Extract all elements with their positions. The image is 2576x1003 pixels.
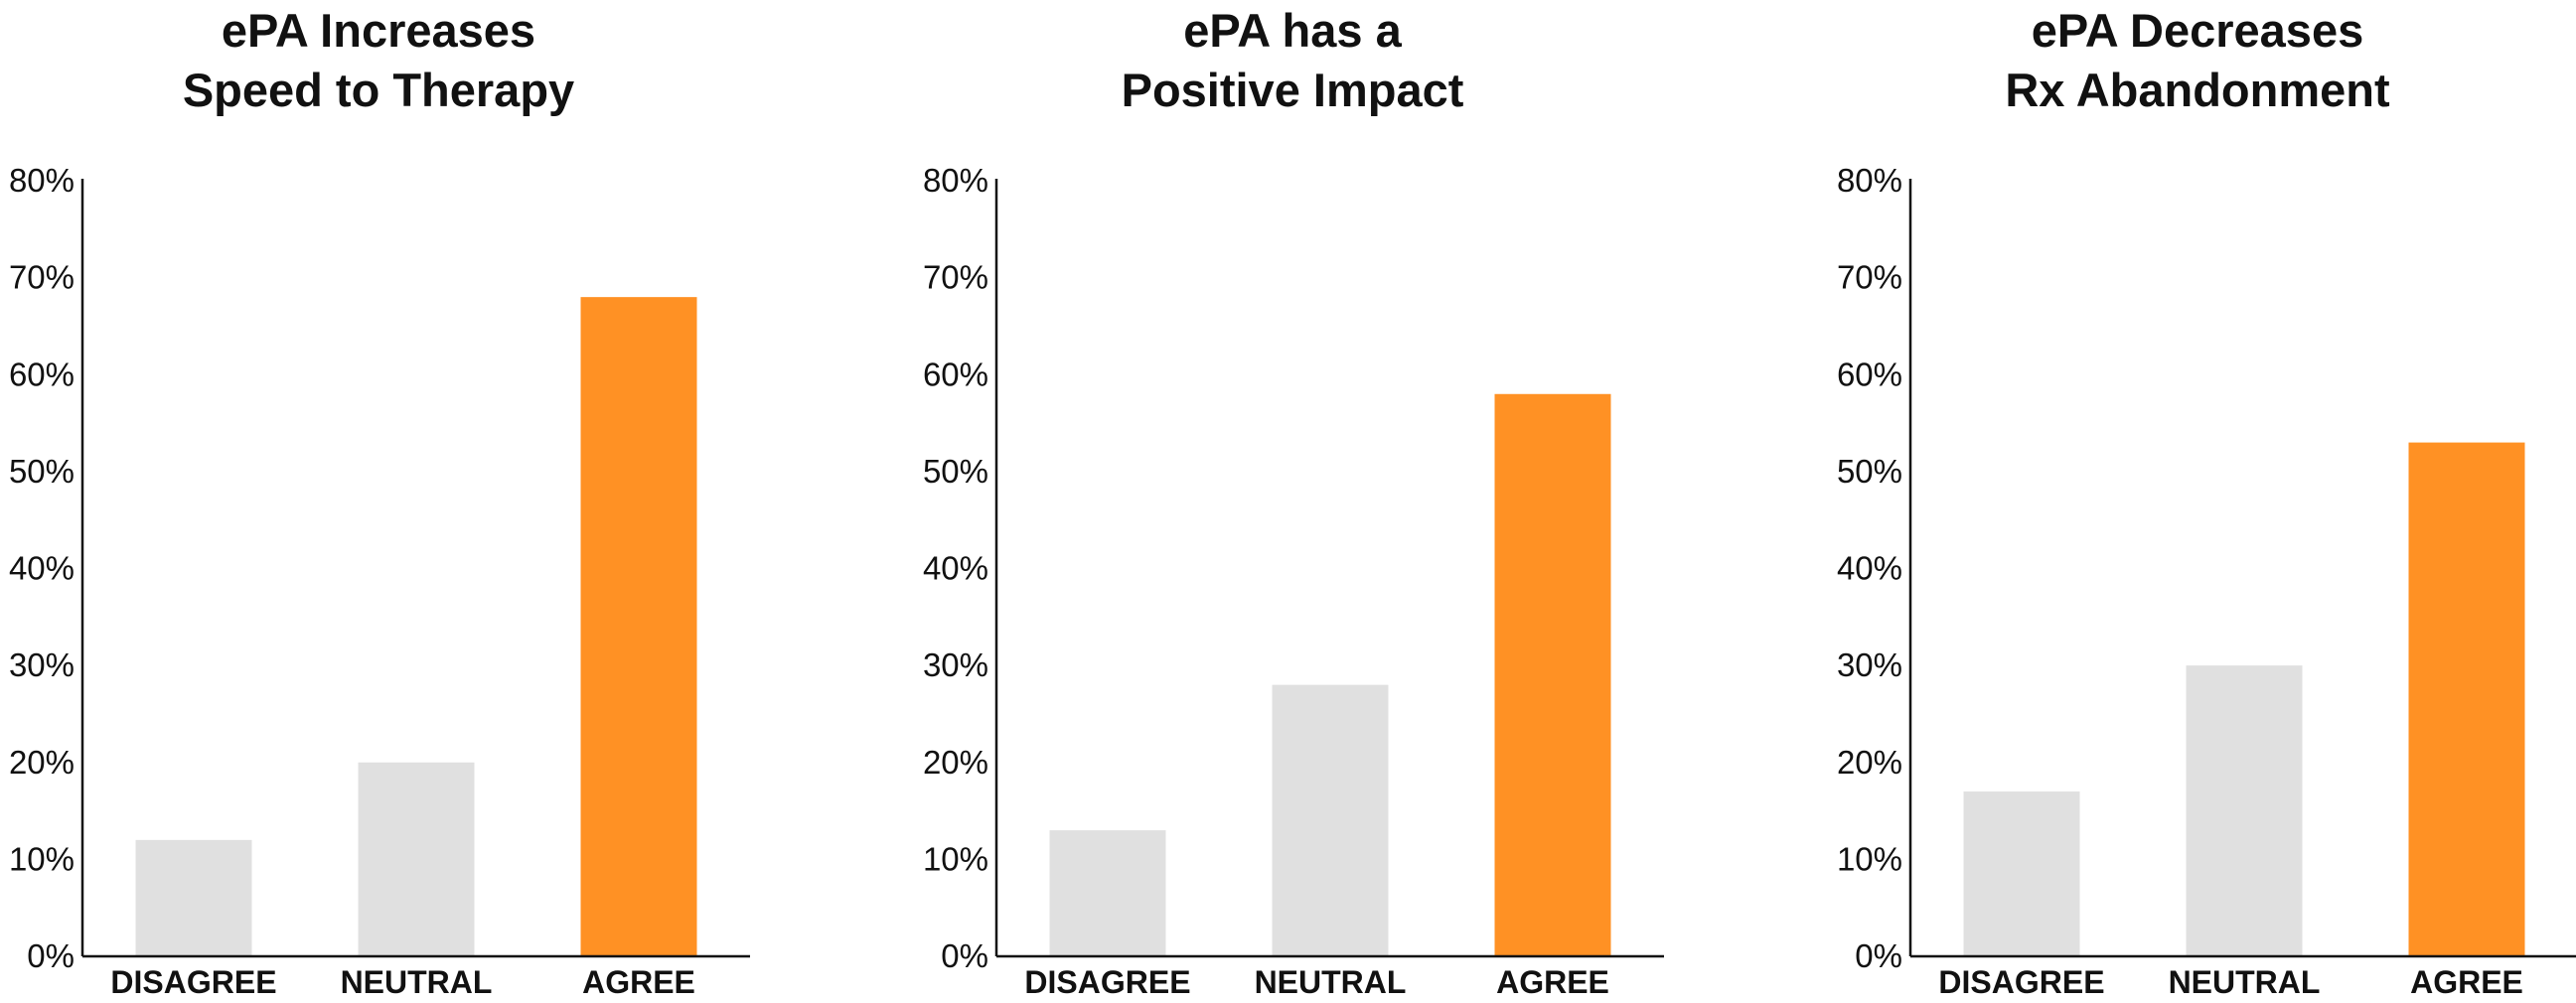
category-label: NEUTRAL: [2169, 964, 2321, 1000]
y-tick-label: 70%: [9, 259, 75, 296]
bar-disagree: [135, 839, 252, 956]
y-tick-label: 30%: [923, 646, 988, 683]
y-tick-label: 50%: [9, 453, 75, 490]
bar-neutral: [358, 762, 475, 956]
y-tick-label: 70%: [923, 259, 988, 296]
category-label: NEUTRAL: [341, 964, 493, 1000]
bar-chart-panel-2: ePA has a Positive Impact 0% 10% 20% 30% 40% 50…: [923, 4, 1664, 1000]
y-tick-label: 0%: [1855, 937, 1902, 974]
y-tick-label: 50%: [923, 453, 988, 490]
y-tick-label: 50%: [1837, 453, 1902, 490]
y-tick-label: 40%: [1837, 550, 1902, 587]
category-label: AGREE: [1496, 964, 1609, 1000]
bar-disagree: [1049, 830, 1166, 956]
chart-title-line: Rx Abandonment: [2005, 64, 2390, 116]
bar-agree: [580, 297, 697, 956]
y-tick-label: 30%: [1837, 646, 1902, 683]
chart-title-line: ePA has a: [1183, 4, 1402, 57]
y-tick-label: 60%: [923, 356, 988, 392]
chart-title-line: ePA Decreases: [2032, 4, 2363, 57]
category-label: DISAGREE: [1938, 964, 2104, 1000]
y-tick-label: 40%: [9, 550, 75, 587]
bar-agree: [1494, 393, 1611, 956]
bar-chart-panel-1: ePA Increases Speed to Therapy 0% 10% 20% 30%…: [9, 4, 750, 1000]
bar-chart-panel-3: ePA Decreases Rx Abandonment 0% 10% 20% 30% 40…: [1837, 4, 2576, 1000]
category-label: NEUTRAL: [1255, 964, 1407, 1000]
bar-disagree: [1963, 791, 2080, 956]
y-tick-label: 80%: [1837, 162, 1902, 199]
y-tick-label: 30%: [9, 646, 75, 683]
y-tick-label: 80%: [9, 162, 75, 199]
y-tick-label: 10%: [923, 840, 988, 877]
category-label: DISAGREE: [110, 964, 276, 1000]
y-tick-label: 20%: [923, 744, 988, 781]
chart-title-line: Speed to Therapy: [183, 64, 574, 116]
y-tick-label: 0%: [941, 937, 988, 974]
y-tick-label: 20%: [9, 744, 75, 781]
category-label: DISAGREE: [1024, 964, 1190, 1000]
bar-neutral: [2186, 665, 2303, 956]
chart-title-line: ePA Increases: [222, 4, 535, 57]
y-tick-label: 10%: [1837, 840, 1902, 877]
y-tick-label: 60%: [1837, 356, 1902, 392]
y-tick-label: 20%: [1837, 744, 1902, 781]
bar-agree: [2408, 442, 2525, 956]
bar-neutral: [1272, 684, 1389, 956]
category-label: AGREE: [2410, 964, 2523, 1000]
y-tick-label: 70%: [1837, 259, 1902, 296]
y-tick-label: 40%: [923, 550, 988, 587]
y-tick-label: 60%: [9, 356, 75, 392]
category-label: AGREE: [582, 964, 695, 1000]
y-tick-label: 80%: [923, 162, 988, 199]
chart-title-line: Positive Impact: [1122, 64, 1464, 116]
y-tick-label: 10%: [9, 840, 75, 877]
y-tick-label: 0%: [27, 937, 75, 974]
